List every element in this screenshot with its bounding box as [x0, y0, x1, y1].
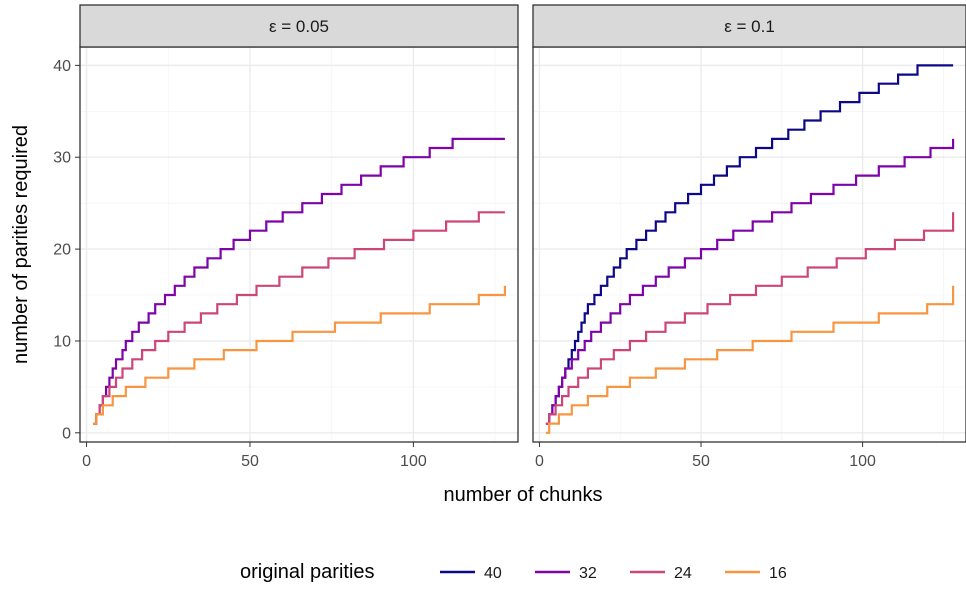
y-tick-label: 40 — [53, 58, 71, 75]
y-tick-label: 30 — [53, 150, 71, 167]
legend-label: 16 — [769, 565, 787, 582]
x-tick-label: 0 — [535, 453, 544, 470]
legend-entry-40: 40 — [440, 565, 502, 582]
series-line-16 — [545, 285, 955, 434]
legend-title: original parities — [240, 561, 375, 583]
facet-panels: ε = 0.05 0 50 100 ε = 0.1 0 50 100 — [79, 4, 966, 470]
legend-label: 32 — [579, 565, 597, 582]
facet-panel-1: ε = 0.05 0 50 100 — [79, 4, 519, 470]
facet-strip — [532, 4, 966, 48]
series-line-32 — [545, 138, 955, 425]
facet-strip — [79, 4, 519, 48]
x-tick-label: 100 — [400, 453, 427, 470]
series-line-16 — [93, 285, 506, 425]
y-tick-label: 20 — [53, 242, 71, 259]
legend-label: 40 — [484, 565, 502, 582]
legend-entry-24: 24 — [630, 565, 692, 582]
legend-label: 24 — [674, 565, 692, 582]
y-tick-label: 10 — [53, 333, 71, 350]
series-line-32 — [93, 137, 505, 425]
legend-entry-32: 32 — [535, 565, 597, 582]
series-line-40 — [545, 64, 954, 425]
series-line-24 — [93, 211, 505, 425]
x-tick-label: 50 — [692, 453, 710, 470]
facet-strip-label: ε = 0.05 — [269, 17, 329, 36]
facet-strip-label: ε = 0.1 — [724, 17, 775, 36]
y-axis-title: number of parities required — [10, 125, 32, 364]
legend-entry-16: 16 — [725, 565, 787, 582]
panel-background — [533, 47, 966, 442]
x-tick-label: 50 — [241, 453, 259, 470]
x-tick-label: 100 — [849, 453, 876, 470]
x-tick-label: 0 — [82, 453, 91, 470]
legend: original parities 40 32 24 16 — [240, 561, 787, 583]
panel-background — [80, 47, 518, 442]
y-axis: 0 10 20 30 40 — [53, 58, 80, 442]
facet-panel-2: ε = 0.1 0 50 100 — [532, 4, 966, 470]
x-axis-title: number of chunks — [444, 484, 603, 506]
series-line-24 — [545, 212, 955, 425]
y-tick-label: 0 — [62, 425, 71, 442]
